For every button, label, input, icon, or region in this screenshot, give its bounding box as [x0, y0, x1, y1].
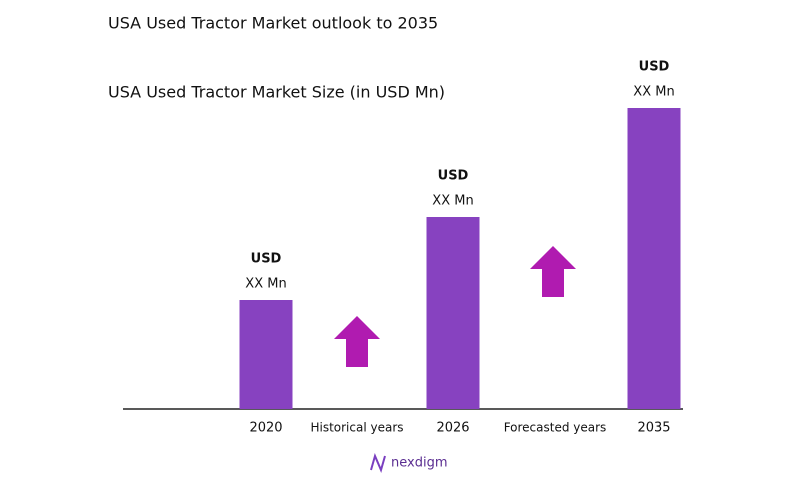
- bar-label-currency: USD: [639, 60, 670, 75]
- logo-icon: [370, 453, 386, 473]
- bar-label-amount: XX Mn: [633, 85, 674, 100]
- bar: [239, 300, 293, 409]
- logo-text: nexdigm: [391, 456, 447, 471]
- arrow: [334, 316, 380, 367]
- bar-label-currency: USD: [438, 169, 469, 184]
- x-tick-label: 2026: [436, 421, 469, 436]
- arrow: [530, 246, 576, 297]
- bar: [627, 108, 681, 409]
- chart-subtitle: USA Used Tractor Market Size (in USD Mn): [108, 83, 445, 102]
- bar: [426, 217, 480, 409]
- bar-label-currency: USD: [251, 252, 282, 267]
- logo: nexdigm: [370, 453, 447, 473]
- bar-label-amount: XX Mn: [432, 194, 473, 209]
- bar-label-amount: XX Mn: [245, 277, 286, 292]
- x-tick-label: 2020: [249, 421, 282, 436]
- chart-title: USA Used Tractor Market outlook to 2035: [108, 14, 438, 33]
- x-tick-label: 2035: [637, 421, 670, 436]
- period-label: Historical years: [310, 421, 403, 435]
- period-label: Forecasted years: [504, 421, 607, 435]
